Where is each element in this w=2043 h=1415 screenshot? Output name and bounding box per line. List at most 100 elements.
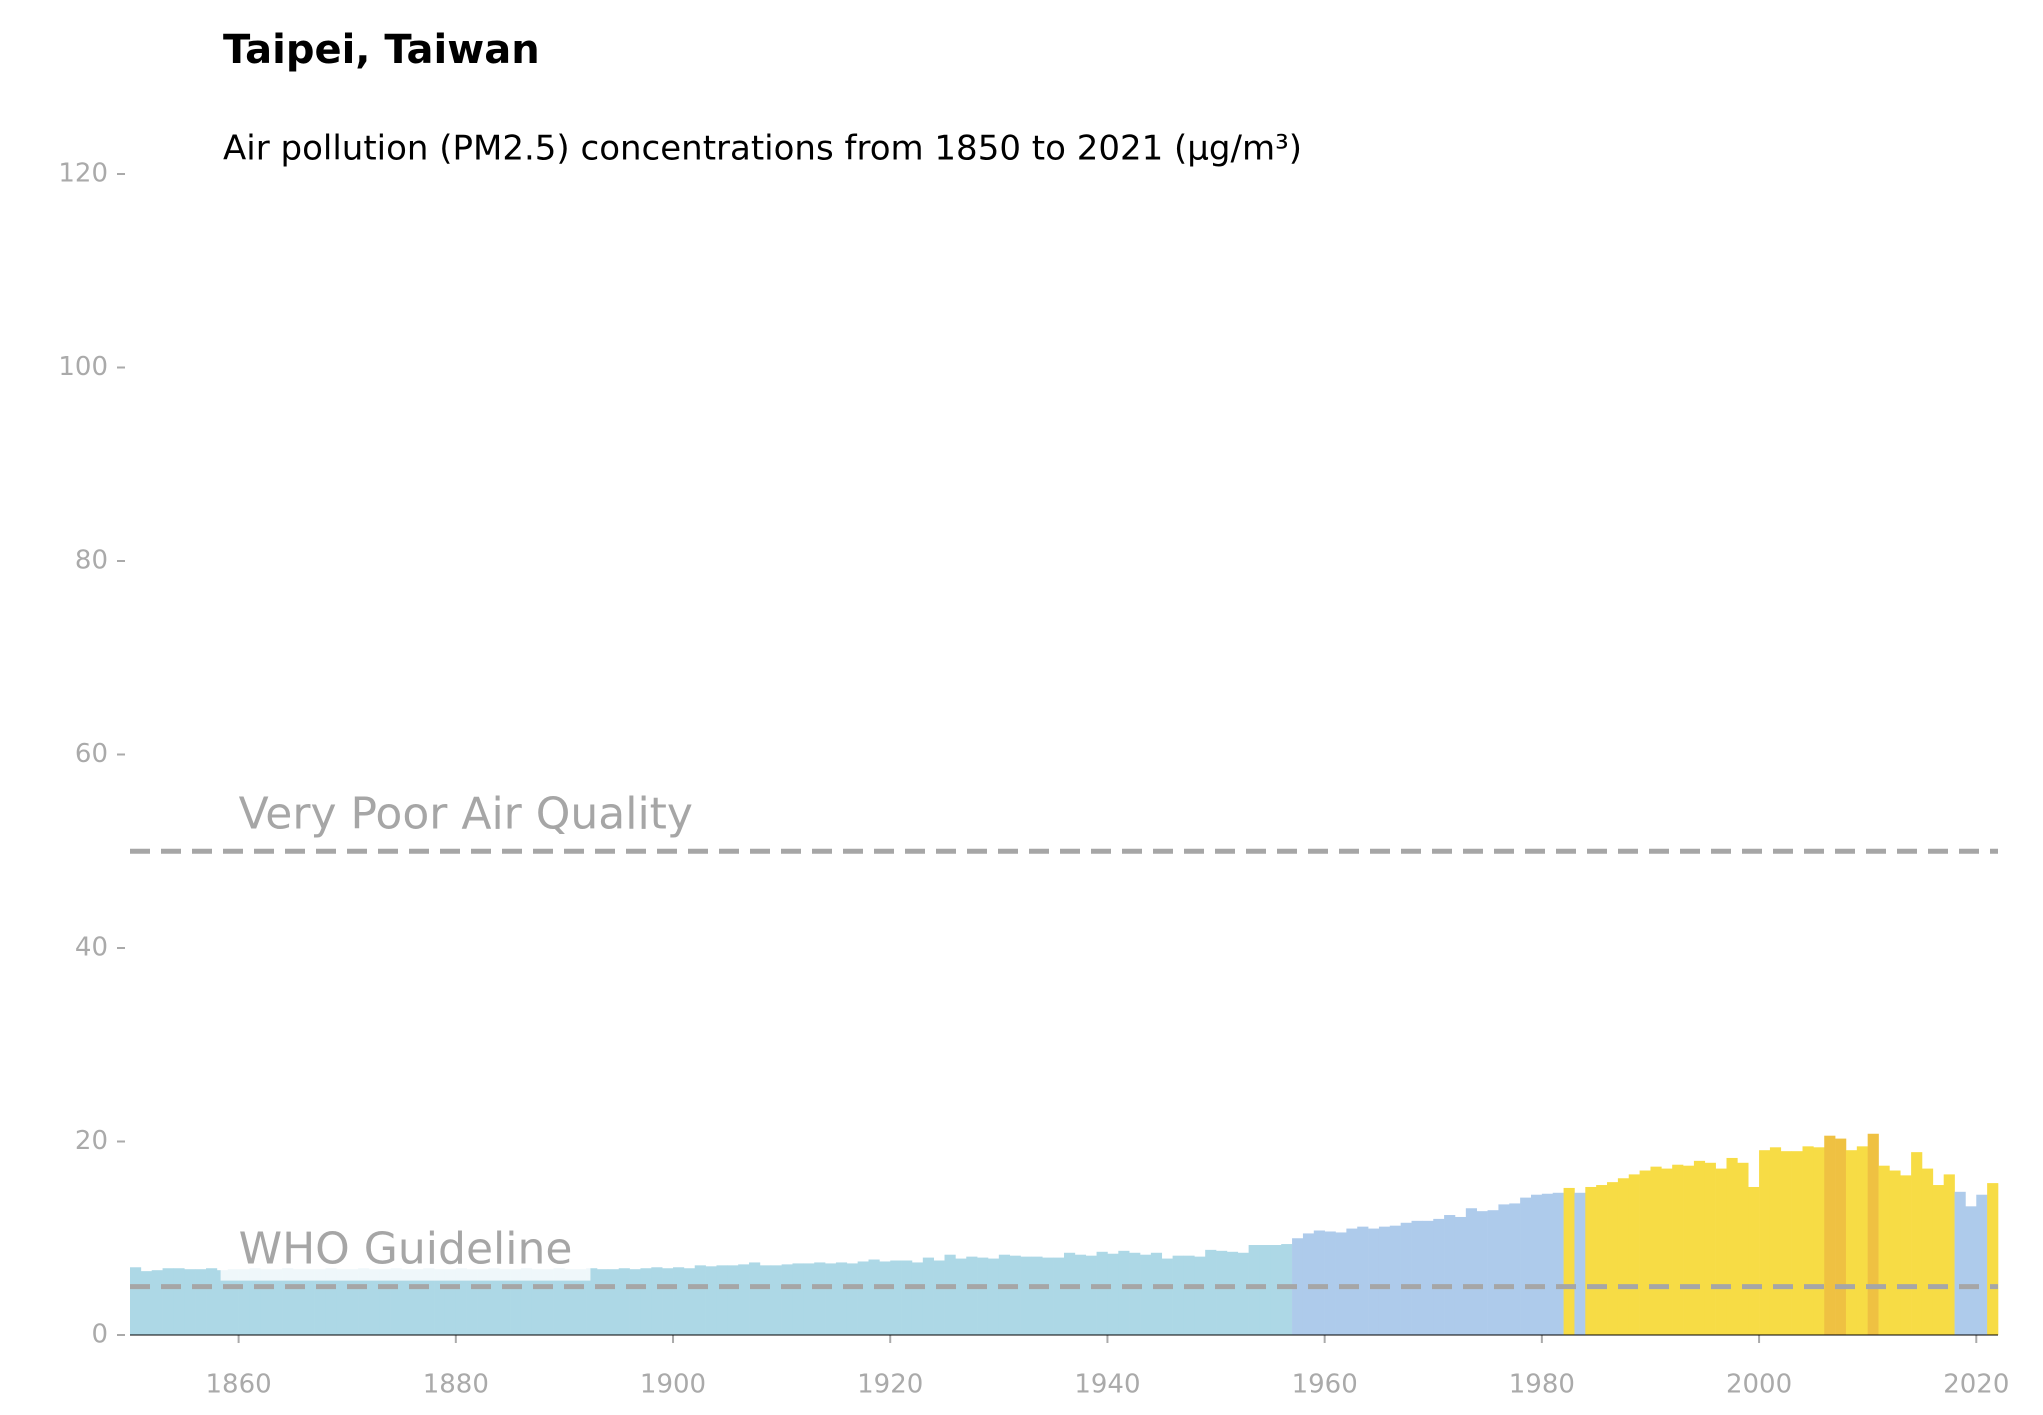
bar — [1444, 1215, 1456, 1335]
y-tick-label: 40 — [75, 933, 108, 963]
bar — [1400, 1222, 1412, 1335]
bar — [1183, 1255, 1195, 1335]
bar — [727, 1265, 739, 1335]
bar — [1661, 1168, 1673, 1335]
bar — [1932, 1185, 1944, 1335]
bar — [803, 1263, 815, 1335]
bar — [770, 1265, 782, 1335]
bar — [423, 1268, 435, 1335]
bar — [868, 1259, 880, 1335]
bar — [1129, 1252, 1141, 1335]
bar — [1563, 1187, 1575, 1335]
bar — [553, 1268, 565, 1335]
bar — [944, 1254, 956, 1335]
x-tick-label: 1860 — [206, 1370, 272, 1400]
bar — [1715, 1168, 1727, 1335]
bar — [1954, 1191, 1966, 1335]
x-tick-label: 1920 — [857, 1370, 923, 1400]
bar — [390, 1268, 402, 1335]
reference-label-group: Very Poor Air Quality — [220, 782, 711, 846]
bar — [1965, 1206, 1977, 1335]
bar — [1346, 1228, 1358, 1335]
bar — [1194, 1256, 1206, 1335]
bar — [1064, 1252, 1076, 1335]
bar — [1541, 1193, 1554, 1335]
y-tick-label: 120 — [58, 159, 108, 189]
bar — [1074, 1254, 1087, 1335]
bar — [922, 1257, 934, 1335]
bar — [1009, 1255, 1021, 1335]
bar — [1672, 1164, 1684, 1335]
bar — [314, 1269, 326, 1335]
bar — [1769, 1147, 1782, 1335]
bar — [1531, 1194, 1543, 1335]
bar — [1324, 1231, 1336, 1335]
bar — [738, 1264, 750, 1335]
bar — [1118, 1250, 1130, 1335]
bar — [694, 1265, 706, 1335]
bar — [1096, 1251, 1108, 1335]
bar — [1607, 1182, 1619, 1335]
bar — [1433, 1218, 1445, 1335]
bar — [379, 1269, 391, 1335]
bar — [1454, 1216, 1467, 1335]
bar — [1226, 1251, 1239, 1335]
bar — [227, 1269, 239, 1335]
bar — [1704, 1162, 1716, 1335]
bar — [1574, 1192, 1586, 1335]
bar — [1042, 1257, 1054, 1335]
bar — [499, 1269, 511, 1335]
x-tick-label: 1880 — [423, 1370, 489, 1400]
bar — [184, 1269, 196, 1335]
y-tick-label: 20 — [75, 1126, 108, 1156]
bar — [488, 1268, 500, 1335]
x-tick-label: 1900 — [640, 1370, 706, 1400]
bar — [1487, 1210, 1499, 1335]
bar — [1867, 1133, 1879, 1335]
reference-label-box — [220, 1217, 591, 1281]
bar — [162, 1268, 174, 1335]
bar — [1411, 1220, 1423, 1335]
bar — [705, 1266, 717, 1335]
bar — [1748, 1186, 1760, 1335]
bar — [1216, 1250, 1228, 1335]
bar — [477, 1269, 489, 1335]
bar — [1900, 1175, 1912, 1335]
bar — [1693, 1160, 1706, 1335]
bar — [1520, 1197, 1532, 1335]
bar — [1683, 1165, 1695, 1335]
bar — [1422, 1220, 1434, 1335]
bar — [444, 1269, 457, 1335]
reference-label: Very Poor Air Quality — [239, 788, 693, 839]
bar — [857, 1261, 869, 1335]
bar — [206, 1268, 218, 1335]
bar — [564, 1269, 576, 1335]
bar — [358, 1268, 370, 1335]
bar — [510, 1269, 522, 1335]
bar — [1259, 1245, 1271, 1335]
bar — [966, 1256, 978, 1335]
reference-label-box — [220, 782, 711, 846]
bar — [1845, 1150, 1858, 1335]
bar — [998, 1254, 1010, 1335]
bar — [901, 1260, 913, 1335]
bar — [1824, 1135, 1836, 1335]
x-tick-label: 2000 — [1726, 1370, 1792, 1400]
bar — [1737, 1162, 1749, 1335]
bar — [1911, 1152, 1923, 1335]
bar — [1031, 1256, 1043, 1335]
bar — [1498, 1204, 1510, 1335]
y-tick-label: 80 — [75, 546, 108, 576]
bar — [1020, 1256, 1032, 1335]
y-tick-label: 100 — [58, 352, 108, 382]
bar — [683, 1268, 696, 1335]
bar — [716, 1265, 728, 1335]
chart-subtitle: Air pollution (PM2.5) concentrations fro… — [223, 129, 1302, 169]
bar — [1628, 1174, 1640, 1335]
bar — [1248, 1245, 1260, 1335]
bar — [1596, 1185, 1608, 1335]
bar — [759, 1265, 772, 1335]
bar — [1835, 1138, 1847, 1335]
bar — [1921, 1168, 1934, 1335]
bar — [1161, 1258, 1173, 1335]
